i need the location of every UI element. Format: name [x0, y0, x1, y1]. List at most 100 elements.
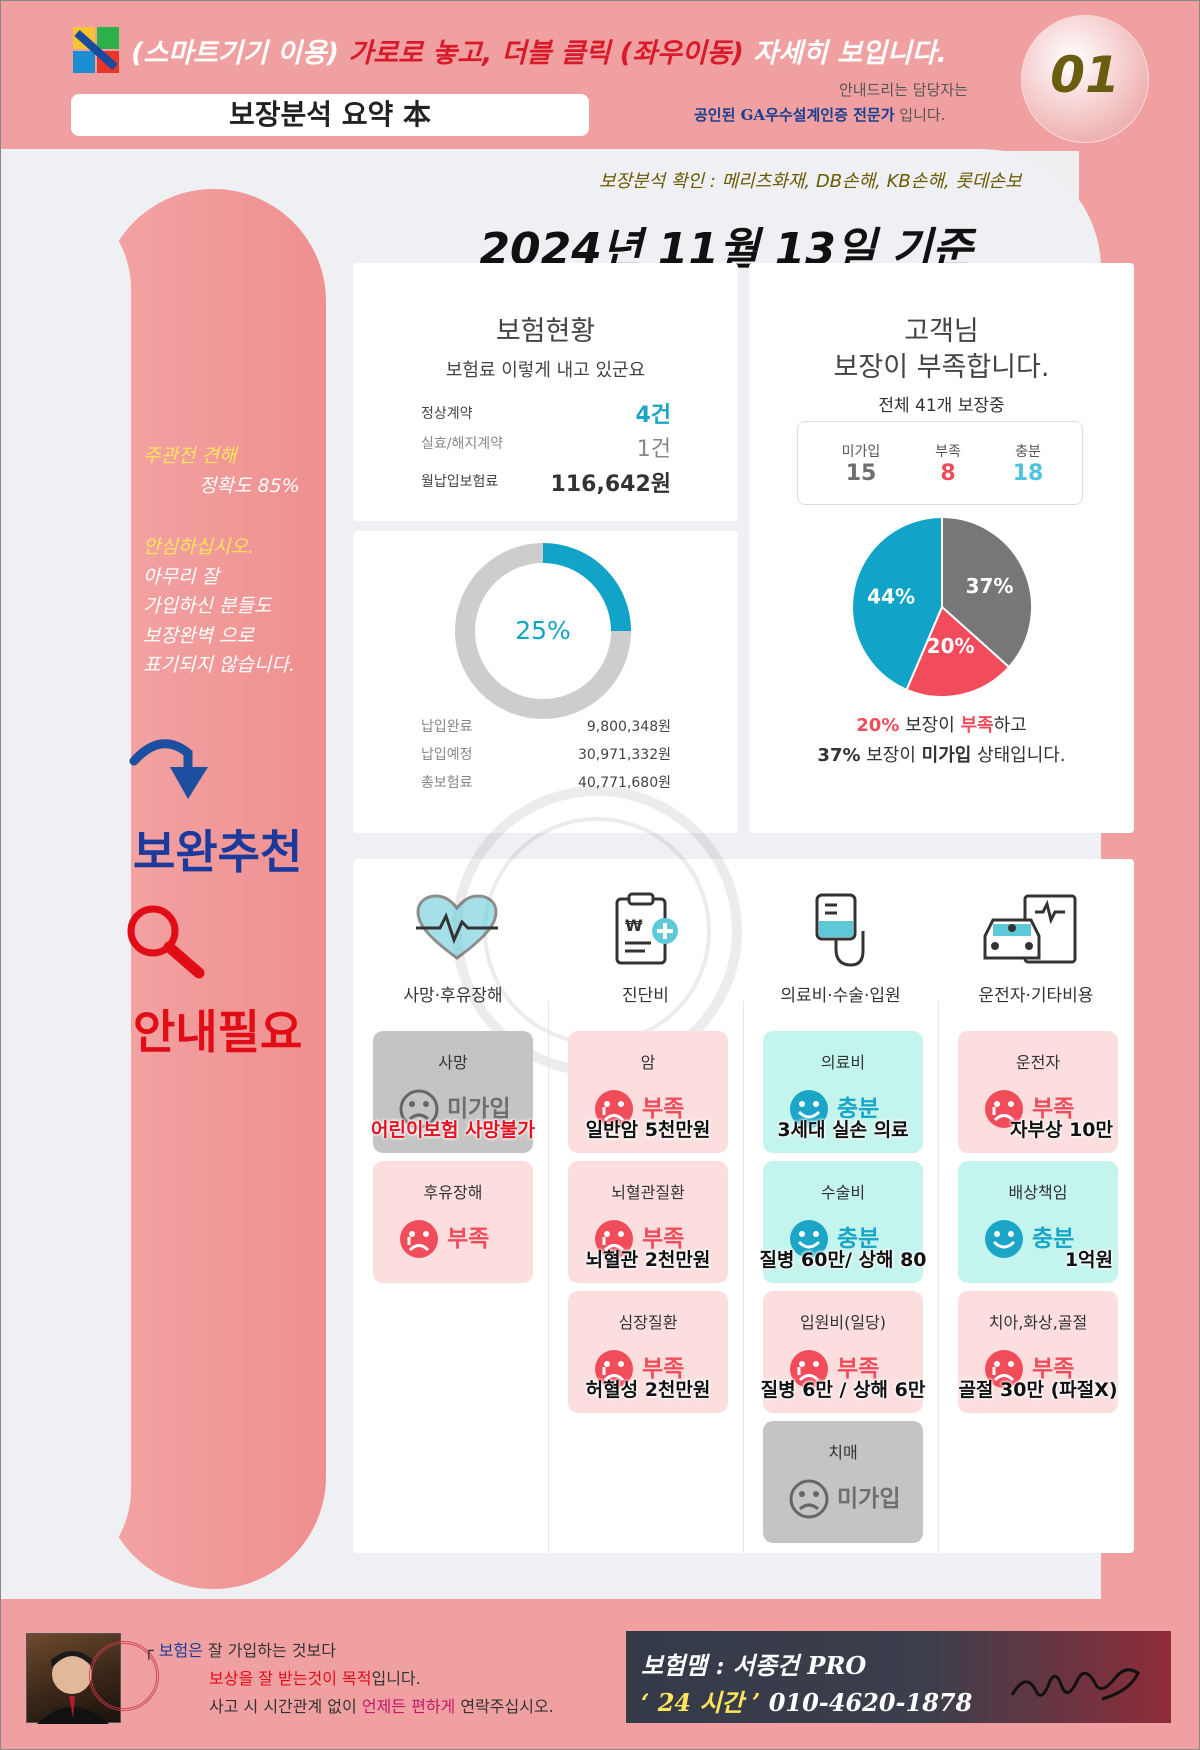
paid-label: 납입완료: [421, 719, 473, 735]
paid-value: 9,800,348원: [586, 719, 671, 735]
signature-icon: [1010, 1668, 1140, 1701]
chip-label: 사망: [438, 1053, 468, 1072]
document-title: 보장분석 요약 本: [228, 98, 432, 131]
chip-label: 후유장해: [423, 1183, 483, 1202]
footer-message-2: 보상을 잘 받는것이 목적입니다.: [209, 1669, 421, 1688]
page-number: 01: [1050, 46, 1120, 104]
sidebar-panel: [101, 189, 326, 1589]
coverage-chip-stroke[interactable]: 뇌혈관질환 부족: [568, 1161, 728, 1283]
chip-status: 부족: [837, 1356, 880, 1382]
category-driver: 운전자·기타비용: [978, 986, 1094, 1006]
chip-label: 의료비: [820, 1053, 866, 1072]
count-low-label: 부족: [935, 444, 961, 460]
chip-status: 미가입: [447, 1096, 511, 1122]
active-contracts-value: 4건: [635, 403, 671, 428]
payment-card: [353, 531, 738, 833]
curved-arrow-icon: [129, 739, 208, 799]
count-ok-label: 충분: [1015, 444, 1041, 460]
sad-face-icon: [789, 1479, 829, 1519]
chip-status: 부족: [447, 1226, 490, 1252]
lapsed-contracts-value: 1건: [636, 437, 671, 462]
guide-line-1: 안내드리는 담당자는: [839, 81, 968, 99]
scheduled-label: 납입예정: [421, 747, 473, 763]
contact-phone-line[interactable]: ‘ 24 시간 ’ 010-4620-1878: [641, 1688, 973, 1717]
coverage-chip-cancer[interactable]: 암 부족: [568, 1031, 728, 1153]
chip-label: 수술비: [820, 1183, 866, 1202]
chip-label: 입원비(일당): [799, 1313, 887, 1332]
count-low-value: 8: [940, 461, 956, 486]
usage-hint: (스마트기기 이용) 가로로 놓고, 더블 클릭 (좌우이동) 자세히 보입니다…: [131, 38, 947, 69]
chip-note-dental: 골절 30만 (파절X): [958, 1379, 1118, 1401]
coverage-chip-dental[interactable]: 치아,화상,골절 부족: [958, 1291, 1118, 1413]
coverage-chip-liability[interactable]: 배상책임 충분: [958, 1161, 1118, 1283]
total-label: 총보험료: [421, 775, 473, 791]
chip-label: 심장질환: [618, 1313, 678, 1332]
pie-label-0: 37%: [966, 574, 1014, 598]
crying-face-icon: [789, 1349, 829, 1389]
page-badge: [1021, 15, 1149, 143]
chip-note-cancer: 일반암 5천만원: [585, 1119, 711, 1141]
crying-face-icon: [984, 1349, 1024, 1389]
chip-label: 암: [640, 1053, 656, 1072]
gap-title-2: 보장이 부족합니다.: [833, 352, 1050, 383]
chip-status: 부족: [642, 1356, 685, 1382]
sidebar-curve: [1, 189, 131, 1589]
chip-note-hospital: 질병 6만 / 상해 6만: [760, 1379, 926, 1401]
chip-label: 치매: [828, 1443, 858, 1462]
chip-status: 부족: [642, 1226, 685, 1252]
person-icon: [37, 1651, 109, 1724]
chip-status: 부족: [1032, 1096, 1075, 1122]
pie-label-2: 44%: [867, 585, 915, 609]
active-contracts-label: 정상계약: [421, 406, 473, 422]
chip-note-surgery: 질병 60만/ 상해 80: [759, 1249, 927, 1271]
crying-face-icon: [399, 1219, 439, 1259]
category-diagnosis: 진단비: [622, 986, 669, 1006]
smile-face-icon: [789, 1219, 829, 1259]
crying-face-icon: [984, 1089, 1024, 1129]
monthly-premium-value: 116,642원: [550, 472, 671, 497]
crying-face-icon: [594, 1349, 634, 1389]
chip-note-driver: 자부상 10만: [1010, 1119, 1113, 1141]
crying-face-icon: [594, 1089, 634, 1129]
pie-label-1: 20%: [927, 634, 975, 658]
sidebar-text-1: 주관전 견해: [143, 445, 237, 467]
scheduled-value: 30,971,332원: [577, 747, 671, 763]
chip-label: 운전자: [1015, 1053, 1061, 1072]
iv-drip-icon: [815, 893, 865, 967]
pie-slice-2: [851, 515, 943, 692]
coverage-chip-hospital[interactable]: 입원비(일당) 부족: [763, 1291, 923, 1413]
gap-subtitle: 전체 41개 보장중: [878, 396, 1005, 416]
sidebar-text-6: 보장완벽 으로: [143, 625, 254, 647]
chip-status: 충분: [837, 1096, 880, 1122]
sidebar-text-5: 가입하신 분들도: [143, 595, 272, 617]
gap-title-1: 고객님: [904, 316, 979, 347]
svg-text:₩: ₩: [625, 916, 643, 935]
category-medical: 의료비·수술·입원: [780, 986, 901, 1006]
pie-slice-0: [941, 515, 1033, 669]
sidebar-text-2: 정확도 85%: [199, 475, 300, 497]
crying-face-icon: [594, 1219, 634, 1259]
count-ok-value: 18: [1012, 461, 1044, 486]
gap-summary-2: 37% 보장이 미가입 상태입니다.: [817, 745, 1066, 766]
chip-status: 미가입: [837, 1486, 901, 1512]
insurers-checked: 보장분석 확인 : 메리츠화재, DB손해, KB손해, 롯데손보: [599, 171, 1022, 192]
magnifier-icon: [127, 905, 205, 979]
postmark-stamp-icon: [89, 1641, 159, 1711]
sidebar-text-7: 표기되지 않습니다.: [143, 654, 295, 676]
chip-note-medical: 3세대 실손 의료: [777, 1119, 909, 1141]
chip-note-liability: 1억원: [1064, 1249, 1113, 1271]
total-value: 40,771,680원: [577, 775, 671, 791]
chip-status: 충분: [837, 1226, 880, 1252]
category-death: 사망·후유장해: [403, 986, 503, 1006]
footer-message-1: ┌ 보험은 잘 가입하는 것보다: [144, 1641, 336, 1660]
title-pill: [71, 94, 589, 136]
chip-note-death: 어린이보험 사망불가: [371, 1119, 535, 1141]
insurance-status-card: [353, 263, 738, 521]
